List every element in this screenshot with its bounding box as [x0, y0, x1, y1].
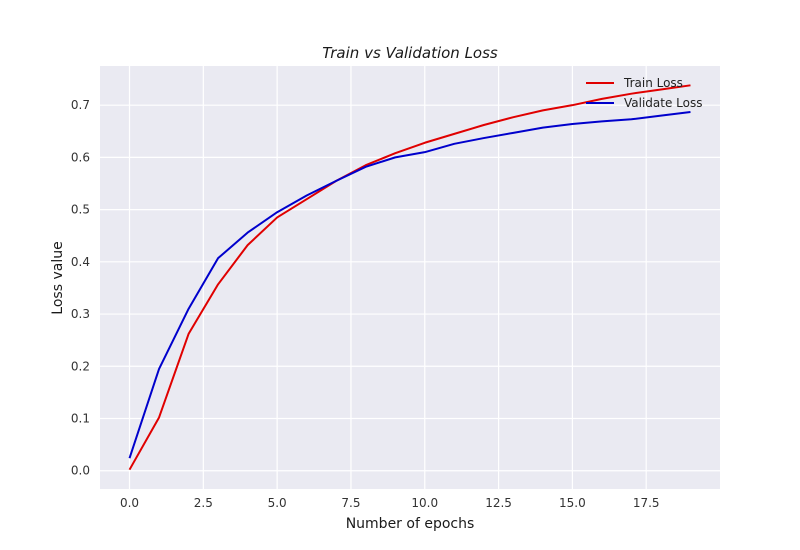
y-tick-label: 0.7	[71, 98, 90, 112]
y-tick-labels: 0.0 0.1 0.2 0.3 0.4 0.5 0.6 0.7	[71, 98, 90, 478]
x-tick-label: 7.5	[341, 496, 360, 510]
x-tick-labels: 0.0 2.5 5.0 7.5 10.0 12.5 15.0 17.5	[120, 496, 660, 510]
y-axis-label: Loss value	[50, 241, 66, 314]
x-tick-label: 0.0	[120, 496, 139, 510]
y-tick-label: 0.0	[71, 464, 90, 478]
grid-lines	[100, 66, 720, 489]
series-line-train-loss	[128, 84, 691, 471]
plot-background	[100, 66, 720, 489]
x-tick-label: 2.5	[194, 496, 213, 510]
y-tick-label: 0.4	[71, 255, 90, 269]
chart-title: Train vs Validation Loss	[322, 44, 498, 62]
y-tick-label: 0.5	[71, 203, 90, 217]
y-tick-label: 0.3	[71, 307, 90, 321]
y-tick-label: 0.1	[71, 412, 90, 426]
x-tick-label: 12.5	[485, 496, 512, 510]
legend-label-validate-loss: Validate Loss	[624, 96, 703, 110]
x-tick-label: 10.0	[411, 496, 438, 510]
series-lines	[128, 84, 691, 471]
x-tick-label: 17.5	[633, 496, 660, 510]
x-tick-label: 5.0	[268, 496, 287, 510]
x-tick-label: 15.0	[559, 496, 586, 510]
legend: Train Loss Validate Loss	[586, 76, 703, 110]
y-tick-label: 0.2	[71, 359, 90, 373]
x-axis-label: Number of epochs	[346, 516, 475, 532]
y-tick-label: 0.6	[71, 150, 90, 164]
series-line-validate-loss	[128, 110, 691, 459]
legend-label-train-loss: Train Loss	[623, 76, 683, 90]
